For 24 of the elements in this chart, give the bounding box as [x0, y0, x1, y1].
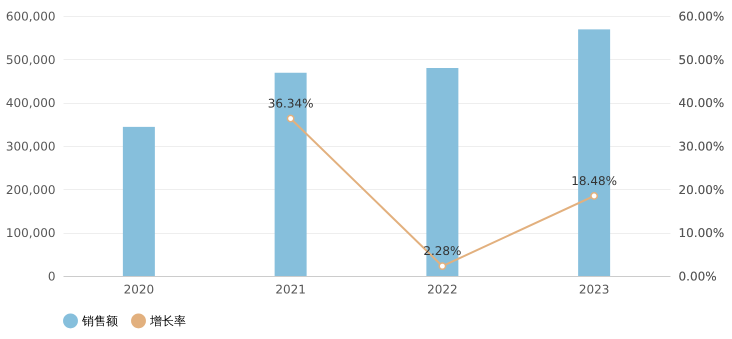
y2-tick-label: 30.00%: [678, 140, 724, 154]
point: [590, 192, 598, 200]
x-tick-label: 2022: [427, 282, 458, 296]
y2-tick-label: 40.00%: [678, 96, 724, 110]
y-tick-label: 500,000: [6, 52, 56, 67]
y2-tick-label: 10.00%: [678, 226, 724, 240]
point: [438, 262, 446, 270]
x-tick-label: 2023: [578, 282, 610, 296]
bar: [122, 126, 155, 276]
y-tick-label: 400,000: [6, 96, 56, 110]
y2-tick-label: 60.00%: [678, 10, 724, 24]
y-tick-label: 600,000: [6, 10, 56, 24]
y2-tick-label: 20.00%: [678, 182, 724, 197]
y-tick-label: 300,000: [6, 140, 56, 154]
legend-label: 增长率: [149, 314, 186, 328]
y-tick-label: 100,000: [6, 226, 56, 240]
y2-tick-label: 50.00%: [678, 52, 724, 67]
x-tick-label: 2020: [124, 282, 154, 296]
y-tick-label: 0: [48, 270, 56, 284]
y-tick-label: 200,000: [6, 182, 56, 197]
y2-tick-label: 0.00%: [678, 270, 717, 284]
legend-label: 销售额: [81, 314, 118, 328]
x-tick-label: 2021: [275, 282, 306, 296]
point: [286, 114, 295, 122]
